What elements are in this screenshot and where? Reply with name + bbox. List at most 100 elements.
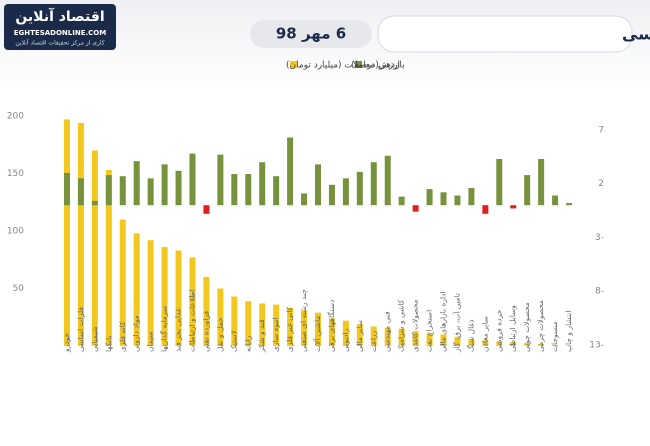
bar xyxy=(91,150,98,346)
y2-tick-label: 7 xyxy=(598,125,604,135)
bar xyxy=(245,301,252,346)
bar xyxy=(524,343,531,346)
bar xyxy=(273,304,280,346)
bar xyxy=(356,171,363,206)
y-tick-label: 50 xyxy=(13,284,25,294)
x-tick-label: سرمایه گذاریها xyxy=(160,306,169,352)
bar xyxy=(342,178,349,206)
bar xyxy=(468,188,475,206)
bar xyxy=(524,175,531,206)
bar xyxy=(510,341,517,346)
bar xyxy=(161,247,168,346)
legend-swatch xyxy=(355,61,362,68)
bar xyxy=(538,343,545,346)
bar xyxy=(342,320,349,346)
x-tick-label: کانه فلزی xyxy=(118,321,127,352)
bar xyxy=(287,137,294,206)
bar xyxy=(328,318,335,346)
x-tick-label: محصولات چوبی xyxy=(522,302,531,352)
bar xyxy=(482,205,489,214)
bar xyxy=(259,162,266,206)
x-tick-label: دستگاههای برقی xyxy=(327,300,336,352)
y-tick-label: 100 xyxy=(7,227,24,237)
bar xyxy=(426,333,433,346)
bar xyxy=(259,303,266,346)
logo-box xyxy=(4,4,116,50)
x-tick-label: سایر معادن xyxy=(480,316,489,352)
chart-title: بازدهی و ارزش معاملات صنایع بورسی xyxy=(622,25,650,44)
bar xyxy=(245,174,252,206)
x-tick-label: غذایی بجز قند xyxy=(174,308,183,352)
x-tick-label: انتشار و چاپ xyxy=(564,311,573,352)
x-tick-label: سایر مالی xyxy=(355,320,364,352)
bar xyxy=(538,158,545,206)
bar xyxy=(63,172,70,206)
bar xyxy=(147,178,154,206)
y2-tick-label: 13- xyxy=(589,340,604,350)
bar xyxy=(105,170,112,346)
bar xyxy=(77,122,84,347)
bar xyxy=(217,288,224,346)
x-tick-label: فراورده نفتی xyxy=(201,310,210,352)
bar xyxy=(328,184,335,206)
x-tick-label: تامین آب، برق، گاز xyxy=(451,293,461,353)
x-tick-label: لاستیک xyxy=(229,330,238,352)
bar xyxy=(315,312,321,346)
bar xyxy=(412,331,419,346)
bar xyxy=(468,339,475,346)
bar xyxy=(175,250,182,346)
bar xyxy=(301,310,308,346)
bar xyxy=(105,175,112,206)
bar xyxy=(91,200,98,206)
bar xyxy=(301,193,308,206)
x-tick-label: قند و شکر xyxy=(257,319,266,353)
x-tick-label: اداره بازارهای مالی xyxy=(439,292,448,352)
x-tick-label: رایانه xyxy=(243,335,252,352)
bar xyxy=(398,196,405,206)
bar xyxy=(119,219,126,346)
bar xyxy=(287,308,294,346)
x-tick-label: وسایل ارتباطی xyxy=(508,305,517,352)
x-tick-label: خرده فروشی xyxy=(494,309,503,352)
bar xyxy=(63,119,70,346)
legend-label: بازدهی(درصد) xyxy=(351,61,405,71)
bar xyxy=(273,176,280,206)
legend-label: ارزش معاملات (میلیارد تومان) xyxy=(286,61,400,71)
bar xyxy=(315,164,321,206)
bar xyxy=(119,176,126,206)
bar xyxy=(398,328,405,346)
x-tick-label: فنی مهندسی xyxy=(383,311,392,352)
x-tick-label: فلزات اساسی xyxy=(76,307,85,352)
x-tick-label: چند رشته ای صنعتی xyxy=(299,289,308,352)
bar xyxy=(552,344,559,346)
bar xyxy=(133,161,140,206)
x-tick-label: انبوه سازی xyxy=(271,317,280,352)
bar xyxy=(496,341,503,346)
bar xyxy=(440,334,447,346)
bar xyxy=(203,277,210,346)
bar xyxy=(482,340,489,346)
bar xyxy=(440,192,447,206)
title-pill xyxy=(377,15,633,53)
bar xyxy=(356,324,363,346)
logo-name: اقتصاد آنلاین xyxy=(15,7,104,25)
x-tick-label: استخراج نفت xyxy=(425,310,434,352)
x-tick-label: محصولات کاغذی xyxy=(411,299,420,352)
y-tick-label: 150 xyxy=(7,169,24,179)
x-tick-label: ذغال سنگ xyxy=(466,319,475,352)
x-tick-label: منسوجات xyxy=(550,321,559,352)
bar xyxy=(426,189,433,206)
bar xyxy=(161,164,168,206)
bar xyxy=(203,205,210,214)
bar xyxy=(552,195,559,206)
bar xyxy=(384,155,391,206)
bar xyxy=(231,296,238,346)
x-tick-label: مواد دارویی xyxy=(132,315,141,352)
x-tick-label: خودرو xyxy=(62,333,71,353)
bar xyxy=(217,154,224,206)
bar xyxy=(496,158,503,206)
bar xyxy=(454,195,461,206)
bar xyxy=(370,162,377,206)
x-tick-label: ماشین آلات xyxy=(312,316,322,352)
